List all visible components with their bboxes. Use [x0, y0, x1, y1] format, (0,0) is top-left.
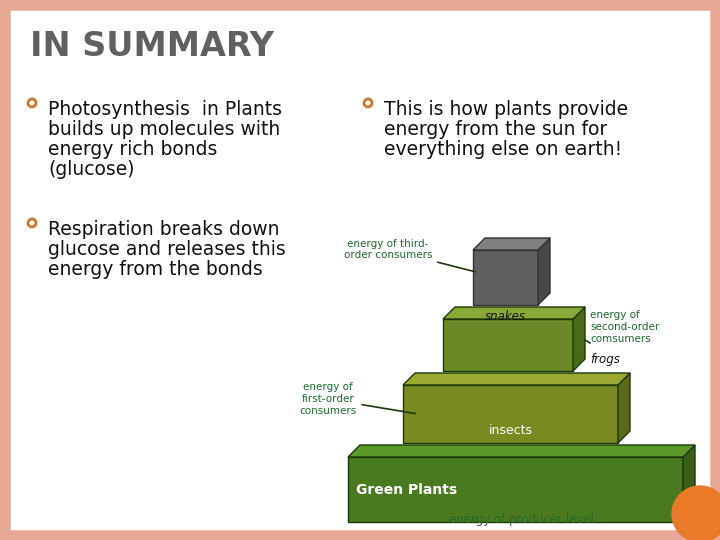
Polygon shape — [348, 445, 695, 457]
Text: Photosynthesis  in Plants: Photosynthesis in Plants — [48, 100, 282, 119]
Polygon shape — [403, 373, 630, 385]
Polygon shape — [443, 307, 585, 319]
Text: frogs: frogs — [590, 354, 620, 367]
Text: IN SUMMARY: IN SUMMARY — [30, 30, 274, 63]
Text: energy of third-
order consumers: energy of third- order consumers — [343, 239, 475, 272]
Text: energy from the sun for: energy from the sun for — [384, 120, 607, 139]
Text: snakes: snakes — [485, 310, 526, 323]
Text: (glucose): (glucose) — [48, 160, 135, 179]
Circle shape — [672, 486, 720, 540]
Polygon shape — [683, 445, 695, 522]
Text: energy of producer level: energy of producer level — [449, 514, 594, 526]
Text: glucose and releases this: glucose and releases this — [48, 240, 286, 259]
Text: This is how plants provide: This is how plants provide — [384, 100, 628, 119]
Polygon shape — [443, 319, 573, 371]
Text: energy rich bonds: energy rich bonds — [48, 140, 217, 159]
Text: insects: insects — [488, 424, 533, 437]
Polygon shape — [473, 238, 550, 250]
Text: Respiration breaks down: Respiration breaks down — [48, 220, 279, 239]
Text: energy of
second-order
comsumers: energy of second-order comsumers — [590, 310, 660, 343]
Text: everything else on earth!: everything else on earth! — [384, 140, 622, 159]
Text: Green Plants: Green Plants — [356, 483, 457, 496]
Text: energy from the bonds: energy from the bonds — [48, 260, 263, 279]
Polygon shape — [473, 250, 538, 305]
Polygon shape — [618, 373, 630, 443]
Text: energy of
first-order
consumers: energy of first-order consumers — [300, 382, 415, 416]
Polygon shape — [348, 457, 683, 522]
Text: builds up molecules with: builds up molecules with — [48, 120, 280, 139]
Polygon shape — [573, 307, 585, 371]
Polygon shape — [538, 238, 550, 305]
Polygon shape — [403, 385, 618, 443]
FancyBboxPatch shape — [4, 4, 716, 536]
